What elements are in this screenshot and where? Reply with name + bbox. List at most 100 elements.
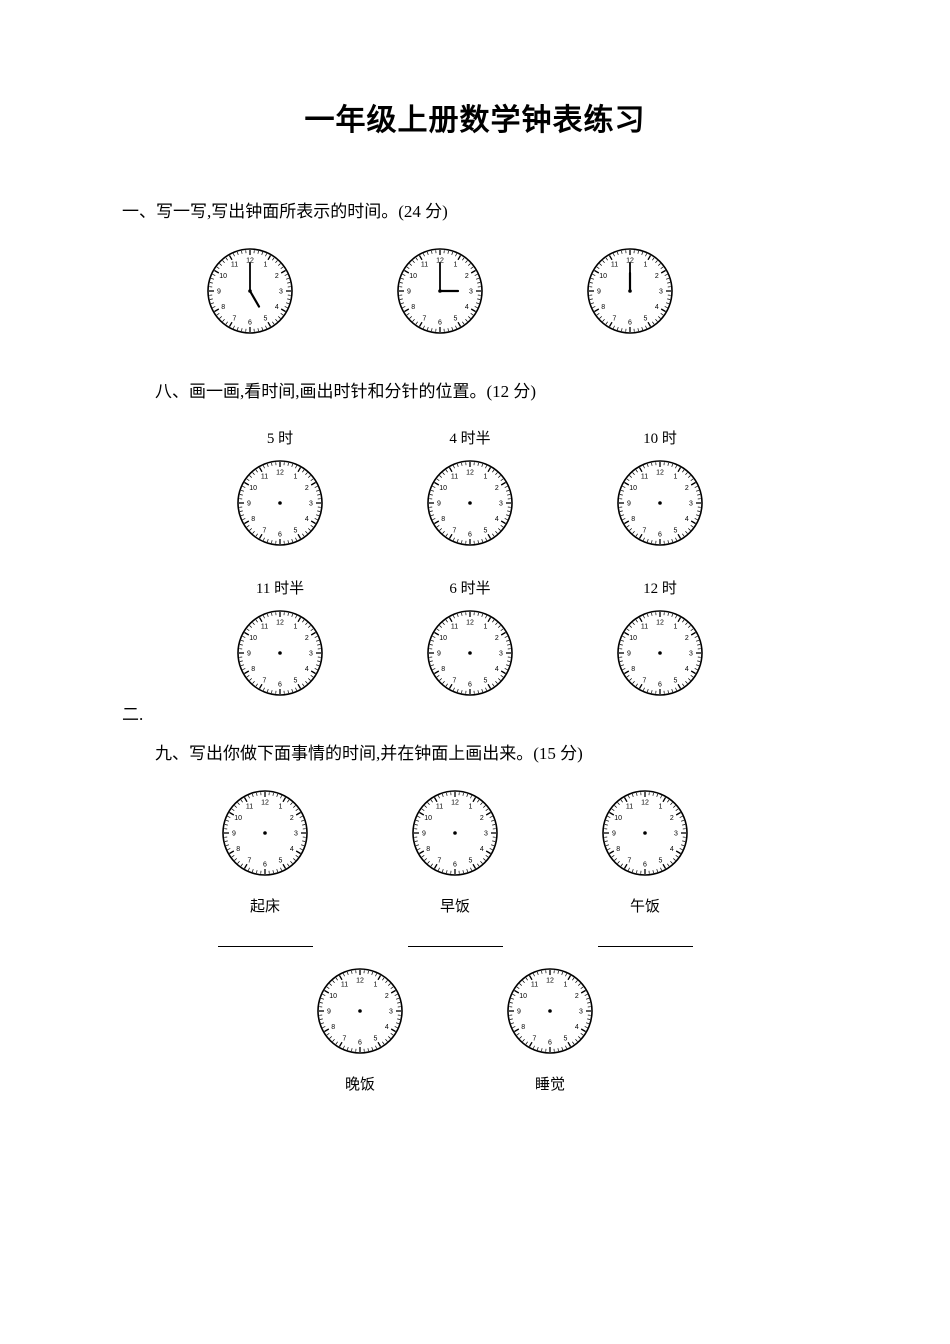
svg-text:7: 7	[533, 1035, 537, 1042]
svg-text:7: 7	[343, 1035, 347, 1042]
svg-text:1: 1	[674, 474, 678, 481]
svg-text:5: 5	[674, 527, 678, 534]
svg-text:5: 5	[484, 527, 488, 534]
svg-text:3: 3	[294, 831, 298, 838]
svg-text:12: 12	[356, 978, 364, 985]
clock-cell: 123456789101112晚饭	[265, 967, 455, 1094]
svg-text:11: 11	[261, 624, 268, 631]
svg-text:10: 10	[249, 635, 257, 642]
svg-text:10: 10	[329, 993, 337, 1000]
svg-text:7: 7	[248, 857, 252, 864]
svg-text:10: 10	[519, 993, 527, 1000]
svg-text:4: 4	[685, 516, 689, 523]
svg-text:8: 8	[601, 304, 605, 311]
side-label-two: 二.	[122, 700, 143, 725]
svg-text:4: 4	[290, 846, 294, 853]
svg-text:8: 8	[331, 1024, 335, 1031]
section8-heading: 八、画一画,看时间,画出时针和分针的位置。(12 分)	[155, 377, 950, 402]
svg-text:1: 1	[294, 474, 298, 481]
svg-text:11: 11	[611, 262, 618, 269]
svg-text:2: 2	[655, 273, 659, 280]
svg-text:9: 9	[247, 501, 251, 508]
svg-text:1: 1	[264, 262, 268, 269]
svg-text:12: 12	[466, 620, 474, 627]
svg-text:11: 11	[421, 262, 428, 269]
svg-text:3: 3	[484, 831, 488, 838]
svg-text:8: 8	[631, 666, 635, 673]
clock-face: 123456789101112	[426, 459, 514, 547]
svg-text:10: 10	[599, 273, 607, 280]
svg-text:11: 11	[231, 262, 238, 269]
clock-label-above: 12 时	[643, 577, 677, 595]
svg-text:1: 1	[484, 624, 488, 631]
svg-text:5: 5	[469, 857, 473, 864]
svg-text:11: 11	[641, 474, 648, 481]
svg-text:6: 6	[643, 862, 647, 869]
svg-text:6: 6	[248, 320, 252, 327]
svg-text:9: 9	[597, 289, 601, 296]
clock-cell: 123456789101112早饭	[360, 789, 550, 947]
svg-text:5: 5	[454, 315, 458, 322]
svg-text:9: 9	[612, 831, 616, 838]
svg-text:6: 6	[278, 682, 282, 689]
svg-text:7: 7	[233, 315, 237, 322]
svg-text:5: 5	[564, 1035, 568, 1042]
svg-text:10: 10	[234, 815, 242, 822]
svg-text:6: 6	[658, 532, 662, 539]
svg-text:10: 10	[629, 635, 637, 642]
clock-face: 123456789101112	[586, 247, 674, 335]
clock-cell: 11 时半123456789101112	[185, 577, 375, 697]
svg-text:3: 3	[499, 501, 503, 508]
svg-text:11: 11	[531, 982, 538, 989]
svg-text:9: 9	[437, 501, 441, 508]
section9-heading: 九、写出你做下面事情的时间,并在钟面上画出来。(15 分)	[155, 739, 950, 764]
svg-text:5: 5	[659, 857, 663, 864]
svg-text:11: 11	[641, 624, 648, 631]
svg-text:6: 6	[658, 682, 662, 689]
svg-text:8: 8	[631, 516, 635, 523]
svg-text:9: 9	[627, 651, 631, 658]
svg-text:10: 10	[439, 485, 447, 492]
clock-face: 123456789101112	[616, 459, 704, 547]
svg-text:6: 6	[278, 532, 282, 539]
clock-cell: 123456789101112睡觉	[455, 967, 645, 1094]
svg-text:2: 2	[290, 815, 294, 822]
page-title: 一年级上册数学钟表练习	[0, 95, 950, 139]
clock-cell: 10 时123456789101112	[565, 427, 755, 547]
svg-text:3: 3	[499, 651, 503, 658]
svg-text:4: 4	[385, 1024, 389, 1031]
svg-text:2: 2	[670, 815, 674, 822]
svg-text:7: 7	[263, 677, 267, 684]
clock-label-above: 6 时半	[449, 577, 490, 595]
svg-text:8: 8	[426, 846, 430, 853]
svg-text:4: 4	[655, 304, 659, 311]
svg-text:1: 1	[484, 474, 488, 481]
svg-text:3: 3	[689, 501, 693, 508]
svg-text:3: 3	[689, 651, 693, 658]
svg-text:8: 8	[521, 1024, 525, 1031]
svg-text:6: 6	[468, 532, 472, 539]
svg-text:10: 10	[424, 815, 432, 822]
svg-text:1: 1	[659, 804, 663, 811]
svg-text:5: 5	[674, 677, 678, 684]
clock-label-below: 睡觉	[535, 1073, 565, 1094]
svg-text:7: 7	[453, 527, 457, 534]
clock-cell: 123456789101112	[155, 247, 345, 335]
svg-text:6: 6	[358, 1040, 362, 1047]
svg-text:5: 5	[294, 527, 298, 534]
svg-text:12: 12	[656, 470, 664, 477]
svg-text:12: 12	[656, 620, 664, 627]
svg-text:7: 7	[628, 857, 632, 864]
svg-text:11: 11	[341, 982, 348, 989]
svg-text:3: 3	[579, 1009, 583, 1016]
svg-text:8: 8	[411, 304, 415, 311]
svg-text:8: 8	[441, 516, 445, 523]
svg-text:4: 4	[275, 304, 279, 311]
svg-text:3: 3	[389, 1009, 393, 1016]
clock-face: 123456789101112	[506, 967, 594, 1055]
svg-text:1: 1	[564, 982, 568, 989]
svg-text:9: 9	[407, 289, 411, 296]
svg-text:12: 12	[641, 800, 649, 807]
svg-text:12: 12	[466, 470, 474, 477]
svg-text:2: 2	[275, 273, 279, 280]
